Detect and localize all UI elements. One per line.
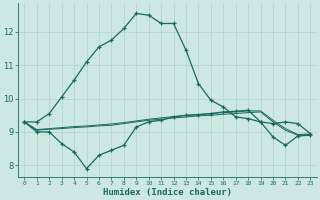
X-axis label: Humidex (Indice chaleur): Humidex (Indice chaleur) xyxy=(103,188,232,197)
